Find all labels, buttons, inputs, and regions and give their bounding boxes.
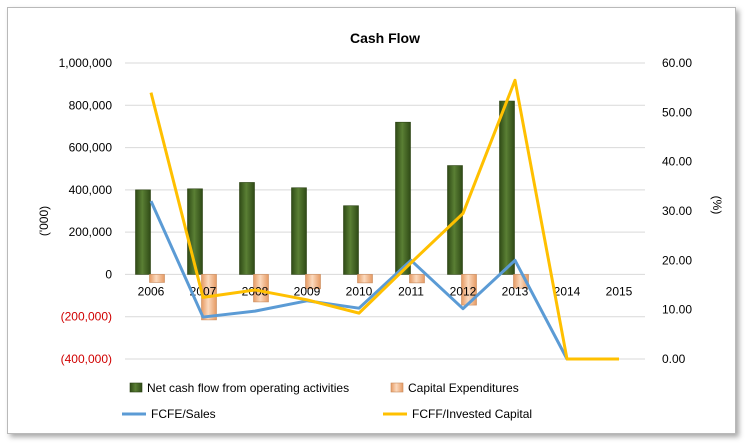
cash-flow-chart: Cash Flow 1,000,000 800,000 600,000 400,000 2… (37, 30, 724, 421)
x-tick-label: 2012 (450, 284, 477, 298)
legend-label: FCFF/Invested Capital (412, 407, 532, 421)
y2-axis-label: (%) (710, 196, 724, 215)
x-tick-label: 2006 (138, 284, 165, 298)
y2-tick-label: 10.00 (662, 303, 692, 317)
legend-swatch (390, 382, 404, 393)
bar-capital-expenditures (305, 274, 321, 290)
line-fcff-invested-capital (149, 78, 619, 361)
y-tick-label: 1,000,000 (59, 56, 113, 70)
bar-operating-cash-flow (343, 205, 359, 275)
y-tick-label: 0 (105, 267, 112, 281)
y2-tick-label: 20.00 (662, 253, 692, 267)
line-fcfe-sales (149, 200, 619, 361)
y2-tick-label: 0.00 (662, 352, 686, 366)
x-tick-label: 2011 (398, 284, 424, 298)
y2-tick-label: 30.00 (662, 204, 692, 218)
bar-capital-expenditures (409, 274, 425, 284)
legend-label: Capital Expenditures (408, 381, 519, 395)
legend-label: Net cash flow from operating activities (147, 381, 349, 395)
bar-capital-expenditures (253, 274, 269, 303)
y-tick-label: 600,000 (69, 141, 113, 155)
chart-frame: Cash Flow 1,000,000 800,000 600,000 400,000 2… (7, 7, 736, 434)
y-tick-label: (400,000) (61, 352, 112, 366)
y-tick-label: (200,000) (61, 310, 112, 324)
x-tick-label: 2015 (606, 284, 633, 298)
y-tick-label: 800,000 (69, 98, 113, 112)
bar-operating-cash-flow (239, 182, 255, 275)
y-tick-label: 200,000 (69, 225, 113, 239)
legend-swatch (129, 382, 143, 393)
chart-title: Cash Flow (350, 30, 420, 46)
bar-operating-cash-flow (499, 100, 515, 275)
bar-operating-cash-flow (395, 121, 411, 275)
bar-capital-expenditures (357, 274, 373, 284)
y-tick-label: 400,000 (69, 183, 113, 197)
bar-operating-cash-flow (135, 189, 151, 275)
y2-tick-label: 40.00 (662, 155, 692, 169)
bar-operating-cash-flow (291, 187, 307, 275)
bar-capital-expenditures (149, 274, 165, 283)
legend-label: FCFE/Sales (151, 407, 216, 421)
x-tick-label: 2010 (346, 284, 373, 298)
y-axis-label: ('000) (37, 206, 51, 236)
x-tick-label: 2009 (294, 284, 321, 298)
x-tick-label: 2013 (502, 284, 529, 298)
x-tick-label: 2014 (554, 284, 581, 298)
y2-tick-label: 50.00 (662, 105, 692, 119)
y2-tick-label: 60.00 (662, 56, 692, 70)
